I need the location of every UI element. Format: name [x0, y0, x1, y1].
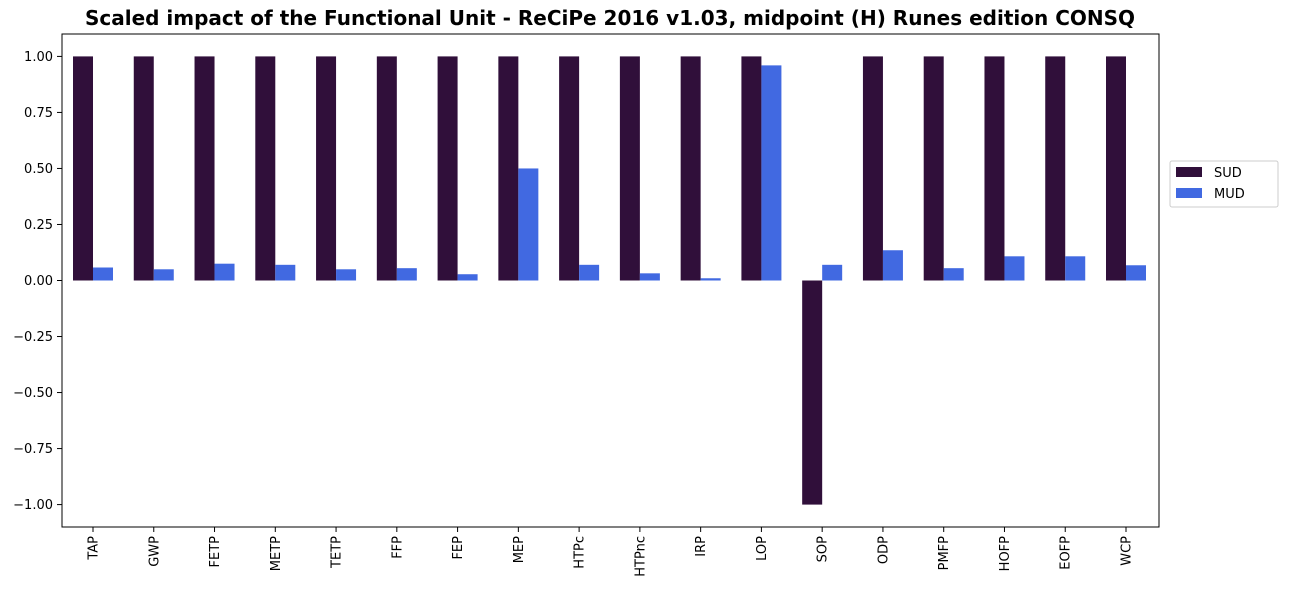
bar-mud-fep	[457, 274, 478, 281]
x-tick-label-metp: METP	[269, 536, 284, 571]
bar-mud-tetp	[336, 269, 357, 281]
bar-mud-metp	[275, 264, 296, 281]
bar-sud-ffp	[376, 56, 397, 281]
x-tick-label-htpnc: HTPnc	[633, 536, 648, 577]
x-tick-label-odp: ODP	[876, 536, 891, 564]
bar-mud-pmfp	[943, 268, 964, 281]
legend-swatch-sud	[1176, 167, 1202, 177]
y-tick-label: −0.50	[13, 386, 53, 401]
x-tick-label-fetp: FETP	[208, 536, 223, 568]
bar-sud-sop	[802, 280, 823, 505]
bar-sud-tap	[73, 56, 93, 281]
bar-sud-pmfp	[923, 56, 944, 281]
bar-mud-eofp	[1065, 256, 1086, 281]
x-tick-label-irp: IRP	[694, 536, 709, 557]
x-tick-label-hofp: HOFP	[998, 536, 1013, 571]
x-axis: TAP GWP FETP METP TETP FFP FEP MEP HTPc HTPnc IRP L…	[87, 527, 1135, 577]
bar-sud-mep	[498, 56, 519, 281]
bar-mud-odp	[882, 250, 903, 281]
legend-label-mud: MUD	[1214, 187, 1245, 202]
x-tick-label-fep: FEP	[451, 536, 466, 560]
bar-mud-htpc	[579, 264, 600, 281]
x-tick-label-ffp: FFP	[390, 536, 405, 559]
x-tick-label-pmfp: PMFP	[937, 536, 952, 571]
bar-mud-hofp	[1004, 256, 1025, 281]
y-axis: 1.00 0.75 0.50 0.25 0.00 −0.25 −0.50 −0.75 −1.00	[13, 50, 62, 513]
bar-sud-odp	[862, 56, 883, 281]
bar-sud-gwp	[133, 56, 154, 281]
legend: SUD MUD	[1169, 160, 1279, 208]
bar-sud-metp	[255, 56, 276, 281]
y-tick-label: 0.25	[24, 218, 53, 233]
bar-sud-htpnc	[619, 56, 640, 281]
y-tick-label: 0.00	[24, 274, 53, 289]
x-tick-label-lop: LOP	[755, 536, 770, 561]
bar-mud-lop	[761, 65, 782, 281]
bar-mud-ffp	[396, 268, 417, 281]
bar-sud-wcp	[1106, 56, 1126, 281]
bar-mud-gwp	[153, 269, 174, 281]
y-tick-label: −0.25	[13, 330, 53, 345]
bar-mud-sop	[822, 264, 843, 281]
bar-sud-hofp	[984, 56, 1005, 281]
legend-label-sud: SUD	[1214, 166, 1242, 181]
bar-sud-htpc	[559, 56, 580, 281]
x-tick-label-sop: SOP	[816, 536, 831, 562]
bar-mud-irp	[700, 278, 721, 281]
bar-sud-fetp	[194, 56, 215, 281]
bars-group	[73, 56, 1146, 505]
bar-mud-fetp	[214, 263, 235, 281]
y-tick-label: −0.75	[13, 442, 53, 457]
y-tick-label: 1.00	[24, 50, 53, 65]
x-tick-label-gwp: GWP	[147, 536, 162, 567]
y-tick-label: −1.00	[13, 498, 53, 513]
bar-sud-lop	[741, 56, 762, 281]
bar-sud-fep	[437, 56, 458, 281]
x-tick-label-htpc: HTPc	[573, 536, 588, 569]
bar-mud-htpnc	[639, 273, 660, 281]
chart-title: Scaled impact of the Functional Unit - R…	[85, 6, 1135, 30]
x-tick-label-tap: TAP	[87, 536, 102, 561]
x-tick-label-mep: MEP	[512, 536, 527, 563]
bar-sud-tetp	[316, 56, 337, 281]
legend-swatch-mud	[1176, 188, 1202, 198]
x-tick-label-wcp: WCP	[1120, 536, 1135, 566]
y-tick-label: 0.50	[24, 162, 53, 177]
bar-mud-wcp	[1126, 265, 1146, 281]
bar-mud-tap	[93, 267, 113, 281]
x-tick-label-tetp: TETP	[330, 536, 345, 569]
bar-sud-irp	[680, 56, 701, 281]
bar-sud-eofp	[1045, 56, 1066, 281]
x-tick-label-eofp: EOFP	[1059, 536, 1074, 570]
bar-mud-mep	[518, 168, 539, 281]
y-tick-label: 0.75	[24, 106, 53, 121]
